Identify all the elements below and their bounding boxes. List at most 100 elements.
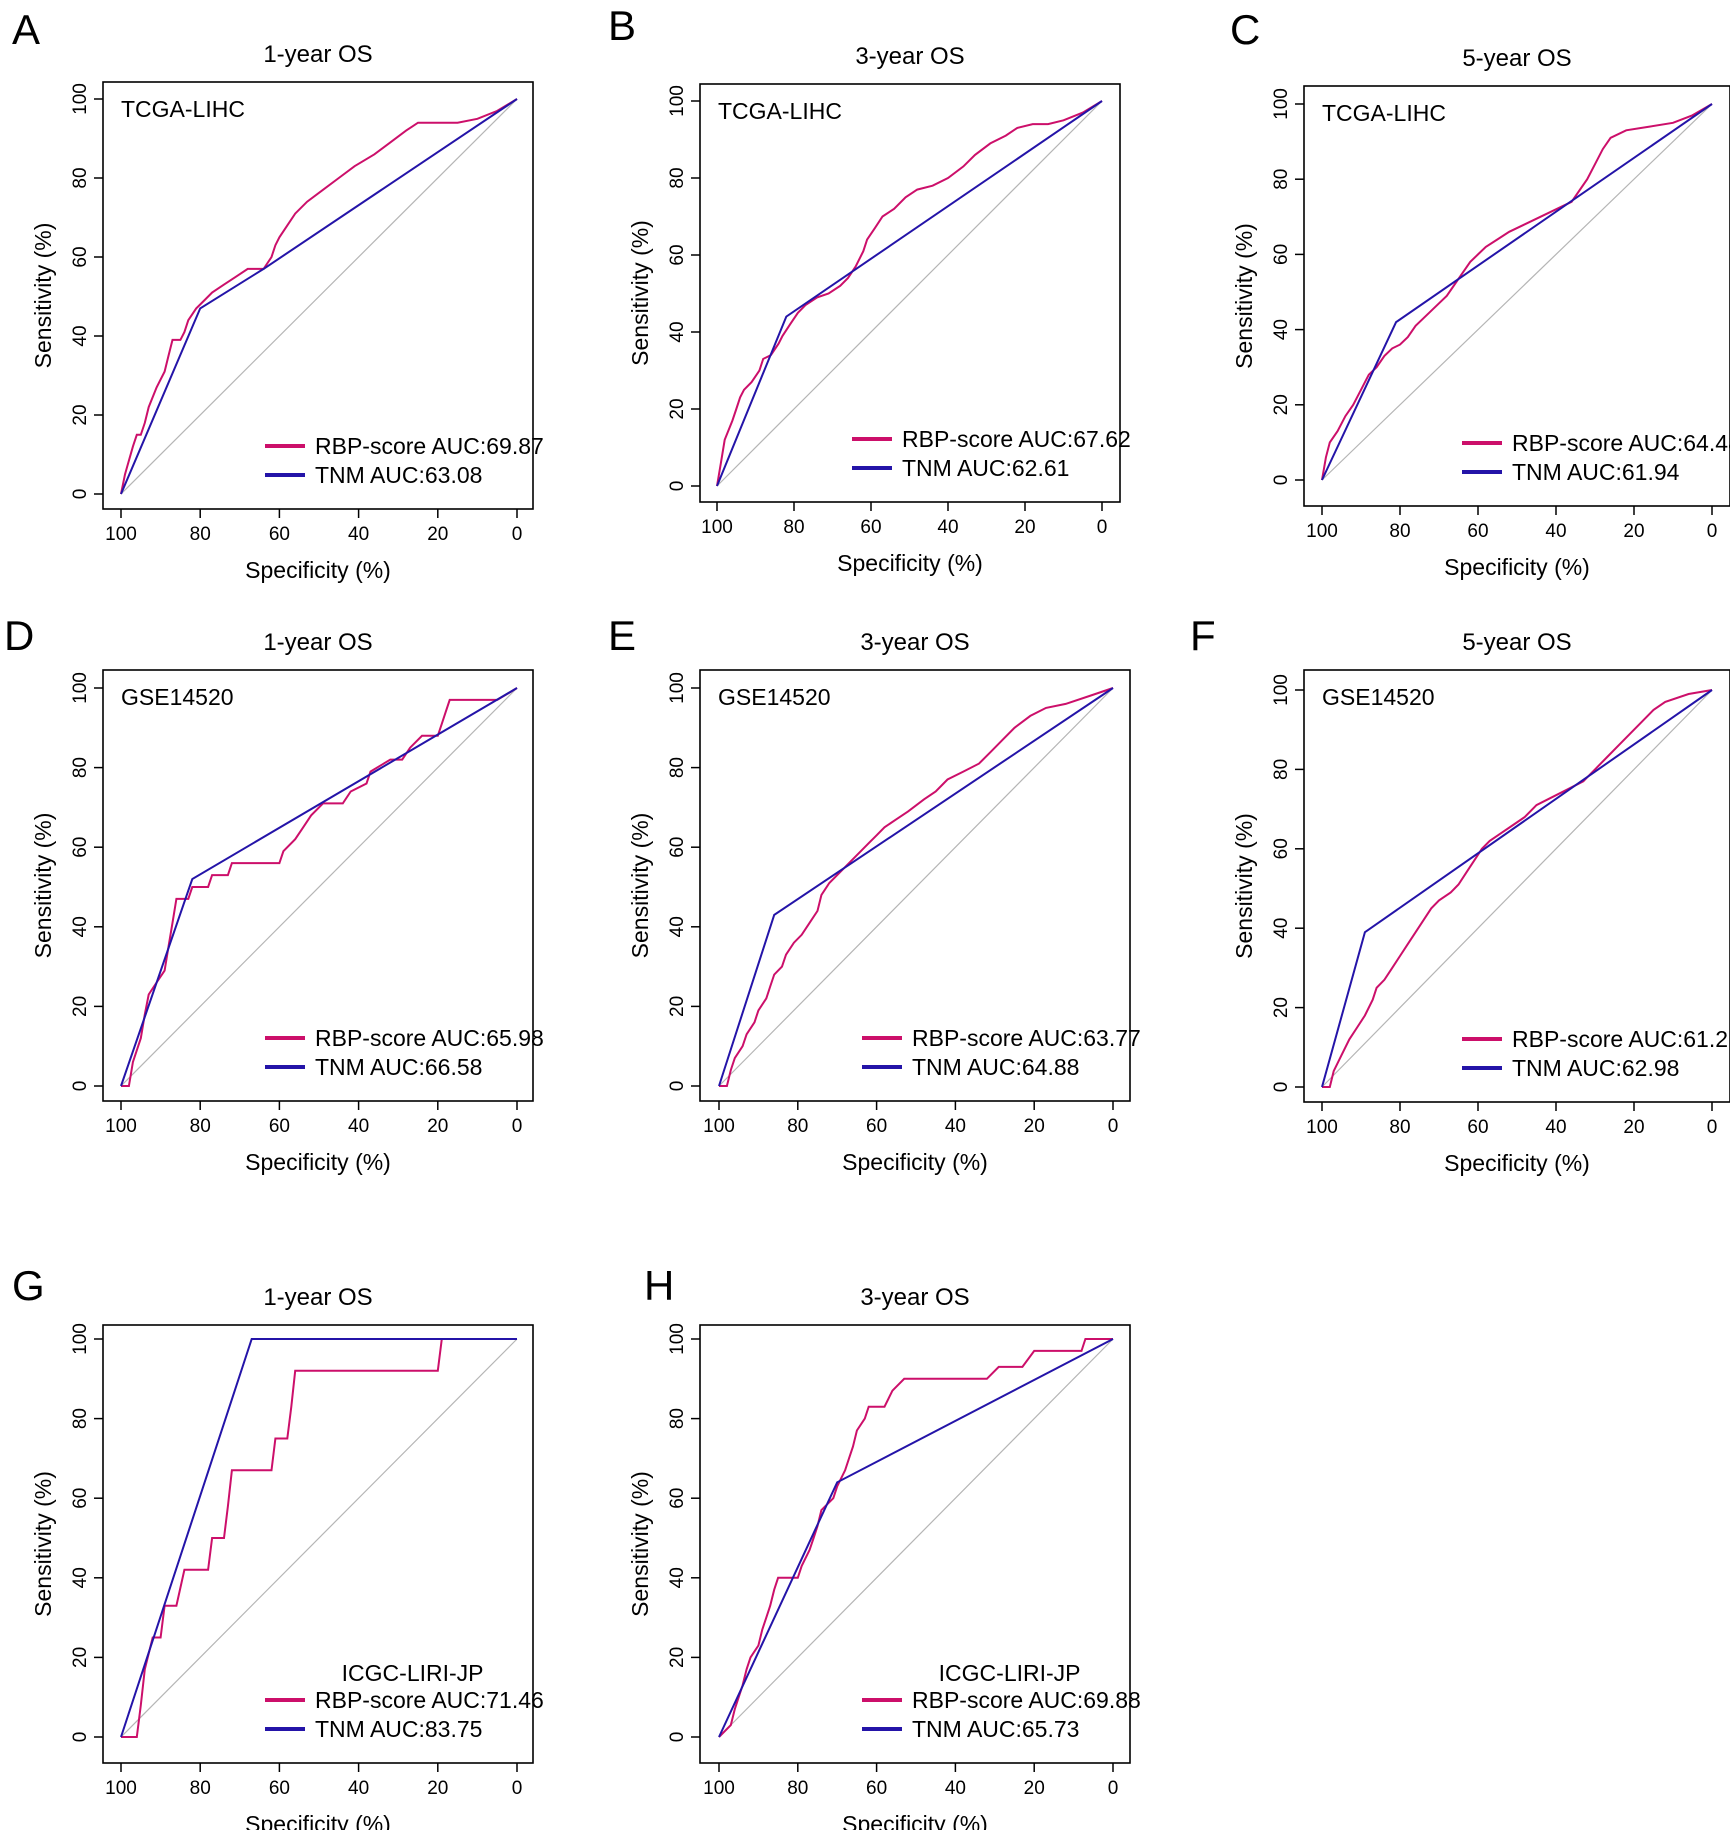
x-tick-label-f-4: 20 bbox=[1623, 1117, 1644, 1138]
y-tick-label-c-2: 40 bbox=[1271, 319, 1292, 340]
panel-letter-c: C bbox=[1230, 6, 1260, 53]
y-axis-label-d: Sensitivity (%) bbox=[30, 813, 56, 959]
chart-title-d: 1-year OS bbox=[263, 629, 372, 656]
y-tick-label-d-2: 40 bbox=[70, 916, 91, 937]
y-tick-label-e-2: 40 bbox=[667, 916, 688, 937]
y-tick-label-c-5: 100 bbox=[1271, 88, 1292, 120]
dataset-label-e: GSE14520 bbox=[718, 684, 831, 710]
y-tick-label-g-5: 100 bbox=[70, 1323, 91, 1355]
chart-title-g: 1-year OS bbox=[263, 1284, 372, 1311]
y-tick-label-c-0: 0 bbox=[1271, 475, 1292, 486]
legend-label-f-tnm: TNM AUC:62.98 bbox=[1512, 1055, 1679, 1081]
x-tick-label-d-0: 100 bbox=[105, 1116, 137, 1137]
legend-label-a-tnm: TNM AUC:63.08 bbox=[315, 462, 482, 488]
x-tick-label-d-4: 20 bbox=[427, 1116, 448, 1137]
legend-label-c-rbp-score: RBP-score AUC:64.48 bbox=[1512, 430, 1730, 456]
y-tick-label-d-0: 0 bbox=[70, 1081, 91, 1092]
x-tick-label-a-5: 0 bbox=[512, 524, 523, 545]
x-tick-label-c-4: 20 bbox=[1623, 521, 1644, 542]
panel-letter-g: G bbox=[12, 1262, 45, 1309]
x-axis-label-c: Specificity (%) bbox=[1444, 554, 1590, 580]
x-tick-label-a-4: 20 bbox=[427, 524, 448, 545]
x-tick-label-f-0: 100 bbox=[1306, 1117, 1338, 1138]
reference-diagonal-g bbox=[120, 1338, 518, 1738]
chart-title-c: 5-year OS bbox=[1462, 45, 1571, 72]
y-axis-label-g: Sensitivity (%) bbox=[30, 1471, 56, 1617]
x-tick-label-c-1: 80 bbox=[1389, 521, 1410, 542]
y-tick-label-h-1: 20 bbox=[667, 1647, 688, 1668]
chart-title-e: 3-year OS bbox=[860, 629, 969, 656]
series-line-b-tnm bbox=[716, 100, 1103, 487]
dataset-label-g: ICGC-LIRI-JP bbox=[342, 1660, 484, 1686]
x-tick-label-f-3: 40 bbox=[1545, 1117, 1566, 1138]
y-tick-label-b-2: 40 bbox=[667, 321, 688, 342]
y-tick-label-e-1: 20 bbox=[667, 996, 688, 1017]
dataset-label-b: TCGA-LIHC bbox=[718, 98, 842, 124]
y-tick-label-f-3: 60 bbox=[1271, 838, 1292, 859]
legend-label-g-tnm: TNM AUC:83.75 bbox=[315, 1716, 482, 1742]
x-tick-label-c-3: 40 bbox=[1545, 521, 1566, 542]
panel-letter-e: E bbox=[608, 612, 636, 659]
series-line-g-tnm bbox=[120, 1338, 517, 1738]
legend-label-g-rbp-score: RBP-score AUC:71.46 bbox=[315, 1687, 544, 1713]
x-tick-label-g-0: 100 bbox=[105, 1778, 137, 1799]
plot-frame-e bbox=[699, 669, 1131, 1102]
y-tick-label-a-4: 80 bbox=[70, 167, 91, 188]
legend-label-d-tnm: TNM AUC:66.58 bbox=[315, 1054, 482, 1080]
y-tick-label-a-0: 0 bbox=[70, 489, 91, 500]
x-tick-label-g-1: 80 bbox=[190, 1778, 211, 1799]
y-tick-label-a-2: 40 bbox=[70, 325, 91, 346]
x-tick-label-f-1: 80 bbox=[1389, 1117, 1410, 1138]
y-tick-label-e-4: 80 bbox=[667, 757, 688, 778]
x-tick-label-e-1: 80 bbox=[787, 1116, 808, 1137]
plot-frame-b bbox=[699, 83, 1121, 503]
legend-label-b-rbp-score: RBP-score AUC:67.62 bbox=[902, 426, 1131, 452]
series-line-f-rbp-score bbox=[1322, 689, 1713, 1088]
panel-letter-a: A bbox=[12, 6, 40, 53]
plot-frame-f bbox=[1303, 669, 1730, 1103]
y-tick-label-e-3: 60 bbox=[667, 837, 688, 858]
plot-frame-g bbox=[102, 1324, 534, 1764]
y-axis-label-h: Sensitivity (%) bbox=[627, 1471, 653, 1617]
series-line-a-rbp-score bbox=[120, 98, 518, 495]
dataset-label-h: ICGC-LIRI-JP bbox=[939, 1660, 1081, 1686]
legend-label-h-tnm: TNM AUC:65.73 bbox=[912, 1716, 1079, 1742]
y-tick-label-g-1: 20 bbox=[70, 1647, 91, 1668]
legend-label-e-tnm: TNM AUC:64.88 bbox=[912, 1054, 1079, 1080]
y-tick-label-a-3: 60 bbox=[70, 246, 91, 267]
y-tick-label-b-5: 100 bbox=[667, 85, 688, 117]
legend-label-e-rbp-score: RBP-score AUC:63.77 bbox=[912, 1025, 1141, 1051]
x-tick-label-b-0: 100 bbox=[701, 517, 733, 538]
x-axis-label-a: Specificity (%) bbox=[245, 557, 391, 583]
series-line-f-tnm bbox=[1321, 689, 1713, 1088]
x-tick-label-a-1: 80 bbox=[190, 524, 211, 545]
x-tick-label-c-5: 0 bbox=[1707, 521, 1718, 542]
x-tick-label-c-2: 60 bbox=[1467, 521, 1488, 542]
chart-title-f: 5-year OS bbox=[1462, 629, 1571, 656]
x-tick-label-d-2: 60 bbox=[269, 1116, 290, 1137]
y-tick-label-a-1: 20 bbox=[70, 404, 91, 425]
y-tick-label-d-3: 60 bbox=[70, 837, 91, 858]
y-tick-label-b-1: 20 bbox=[667, 398, 688, 419]
y-tick-label-h-2: 40 bbox=[667, 1567, 688, 1588]
y-tick-label-b-3: 60 bbox=[667, 244, 688, 265]
series-line-d-tnm bbox=[120, 687, 518, 1087]
x-tick-label-e-0: 100 bbox=[703, 1116, 735, 1137]
y-tick-label-h-3: 60 bbox=[667, 1488, 688, 1509]
x-axis-label-f: Specificity (%) bbox=[1444, 1150, 1590, 1176]
panel-letter-d: D bbox=[4, 612, 34, 659]
x-tick-label-e-2: 60 bbox=[866, 1116, 887, 1137]
y-tick-label-d-4: 80 bbox=[70, 757, 91, 778]
x-tick-label-h-4: 20 bbox=[1024, 1778, 1045, 1799]
panel-letter-b: B bbox=[608, 2, 636, 49]
y-tick-label-g-0: 0 bbox=[70, 1732, 91, 1743]
chart-title-a: 1-year OS bbox=[263, 41, 372, 68]
x-tick-label-d-3: 40 bbox=[348, 1116, 369, 1137]
x-axis-label-b: Specificity (%) bbox=[837, 550, 983, 576]
legend-label-c-tnm: TNM AUC:61.94 bbox=[1512, 459, 1680, 485]
dataset-label-a: TCGA-LIHC bbox=[121, 96, 245, 122]
dataset-label-c: TCGA-LIHC bbox=[1322, 100, 1446, 126]
x-tick-label-b-4: 20 bbox=[1014, 517, 1035, 538]
reference-diagonal-d bbox=[120, 687, 518, 1087]
x-tick-label-a-0: 100 bbox=[105, 524, 137, 545]
